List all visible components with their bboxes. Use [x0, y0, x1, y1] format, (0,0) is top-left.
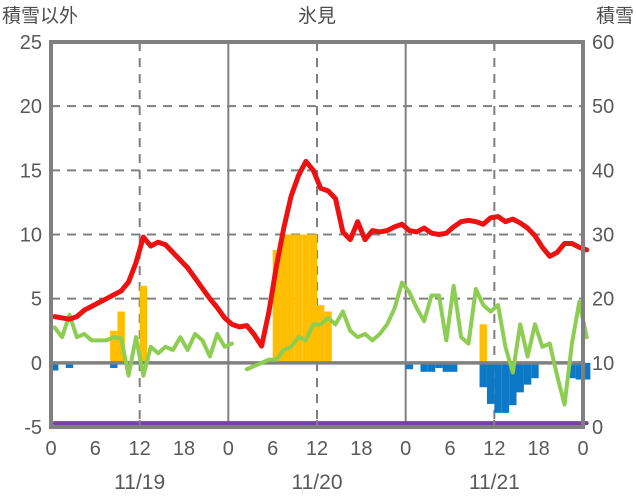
- right-axis-title: 積雪: [596, 5, 634, 27]
- left-tick-label: 0: [31, 353, 42, 375]
- right-tick-label: 10: [592, 353, 614, 375]
- left-axis-title: 積雪以外: [2, 5, 78, 27]
- x-tick-label: 0: [223, 438, 234, 460]
- x-tick-label: 6: [444, 438, 455, 460]
- x-tick-label: 6: [267, 438, 278, 460]
- x-date-label: 11/20: [292, 471, 343, 494]
- x-tick-label: 12: [129, 438, 151, 460]
- left-tick-label: 25: [20, 32, 42, 54]
- x-tick-label: 6: [90, 438, 101, 460]
- x-axis-tick-labels: 0 6 12 18 0 6 12 18 0 6 12 18 0: [45, 42, 589, 460]
- right-tick-label: 0: [592, 417, 603, 439]
- right-tick-label: 30: [592, 225, 614, 247]
- right-tick-label: 20: [592, 289, 614, 311]
- left-tick-label: -5: [24, 417, 42, 439]
- x-tick-label: 12: [483, 438, 505, 460]
- x-tick-label: 18: [528, 438, 550, 460]
- right-tick-label: 60: [592, 32, 614, 54]
- right-tick-label: 50: [592, 96, 614, 118]
- wind-line: [52, 280, 589, 407]
- x-tick-label: 18: [350, 438, 372, 460]
- left-tick-label: 10: [20, 225, 42, 247]
- x-axis-date-labels: 11/19 11/20 11/21: [114, 471, 520, 494]
- x-tick-label: 18: [173, 438, 195, 460]
- left-tick-label: 15: [20, 160, 42, 182]
- right-tick-label: 40: [592, 160, 614, 182]
- precipitation-bars: [110, 234, 487, 363]
- snow-change-bars: [51, 362, 591, 413]
- x-tick-label: 0: [400, 438, 411, 460]
- x-date-label: 11/19: [114, 471, 165, 494]
- x-tick-label: 0: [577, 438, 588, 460]
- left-axis-tick-labels: 25 20 15 10 5 0 -5: [20, 32, 42, 439]
- x-date-label: 11/21: [469, 471, 520, 494]
- left-tick-label: 20: [20, 96, 42, 118]
- x-tick-label: 0: [45, 438, 56, 460]
- left-tick-label: 5: [31, 289, 42, 311]
- right-axis-tick-labels: 60 50 40 30 20 10 0: [592, 32, 614, 439]
- temperature-line: [52, 158, 590, 349]
- x-tick-label: 12: [306, 438, 328, 460]
- page-title: 氷見: [298, 5, 336, 27]
